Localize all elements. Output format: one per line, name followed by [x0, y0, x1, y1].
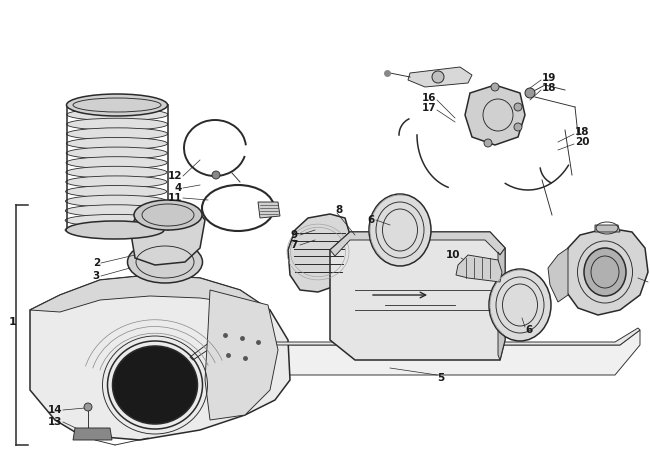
Polygon shape	[563, 228, 648, 315]
Text: 4: 4	[175, 183, 182, 193]
Ellipse shape	[66, 128, 168, 140]
Ellipse shape	[514, 103, 522, 111]
Polygon shape	[595, 225, 620, 232]
Text: 13: 13	[47, 417, 62, 427]
Ellipse shape	[525, 88, 535, 98]
Ellipse shape	[66, 137, 168, 150]
Polygon shape	[548, 248, 568, 302]
Ellipse shape	[65, 224, 166, 236]
Ellipse shape	[134, 200, 202, 230]
Polygon shape	[190, 328, 640, 360]
Ellipse shape	[66, 185, 166, 197]
Polygon shape	[193, 330, 640, 375]
Text: 11: 11	[168, 193, 182, 203]
Polygon shape	[330, 232, 505, 256]
Polygon shape	[73, 428, 112, 440]
Text: 19: 19	[542, 73, 556, 83]
Ellipse shape	[67, 99, 168, 111]
Polygon shape	[130, 202, 205, 265]
Polygon shape	[465, 85, 525, 145]
Text: 9: 9	[291, 230, 298, 240]
Ellipse shape	[584, 248, 626, 296]
Ellipse shape	[432, 71, 444, 83]
Ellipse shape	[127, 241, 203, 283]
Text: 18: 18	[575, 127, 590, 137]
Text: 20: 20	[575, 137, 590, 147]
Ellipse shape	[66, 166, 167, 178]
Text: 10: 10	[445, 250, 460, 260]
Ellipse shape	[489, 269, 551, 341]
Text: 18: 18	[542, 83, 556, 93]
Ellipse shape	[67, 118, 168, 130]
Ellipse shape	[67, 109, 168, 121]
Ellipse shape	[112, 346, 198, 424]
Text: 17: 17	[421, 103, 436, 113]
Polygon shape	[456, 255, 502, 282]
Text: 6: 6	[525, 325, 532, 335]
Text: 12: 12	[168, 171, 182, 181]
Ellipse shape	[65, 205, 166, 217]
Text: 6: 6	[368, 215, 375, 225]
Ellipse shape	[212, 171, 220, 179]
Text: 3: 3	[93, 271, 100, 281]
Ellipse shape	[369, 194, 431, 266]
Polygon shape	[498, 248, 505, 360]
Text: 8: 8	[335, 205, 343, 215]
Ellipse shape	[484, 139, 492, 147]
Polygon shape	[205, 290, 278, 420]
Ellipse shape	[491, 83, 499, 91]
Ellipse shape	[65, 214, 166, 226]
Ellipse shape	[66, 94, 168, 116]
Text: 7: 7	[291, 240, 298, 250]
Text: 5: 5	[437, 373, 444, 383]
Text: 1: 1	[9, 317, 17, 327]
Polygon shape	[258, 202, 280, 218]
Ellipse shape	[66, 221, 164, 239]
Text: 14: 14	[47, 405, 62, 415]
Ellipse shape	[66, 195, 166, 207]
Polygon shape	[330, 232, 505, 360]
Ellipse shape	[66, 147, 167, 159]
Text: 16: 16	[421, 93, 436, 103]
Polygon shape	[30, 275, 270, 312]
Text: 2: 2	[93, 258, 100, 268]
Ellipse shape	[84, 403, 92, 411]
Polygon shape	[408, 67, 472, 87]
Ellipse shape	[66, 176, 167, 188]
Ellipse shape	[66, 157, 167, 169]
Polygon shape	[288, 214, 350, 292]
Polygon shape	[30, 275, 290, 440]
Ellipse shape	[514, 123, 522, 131]
